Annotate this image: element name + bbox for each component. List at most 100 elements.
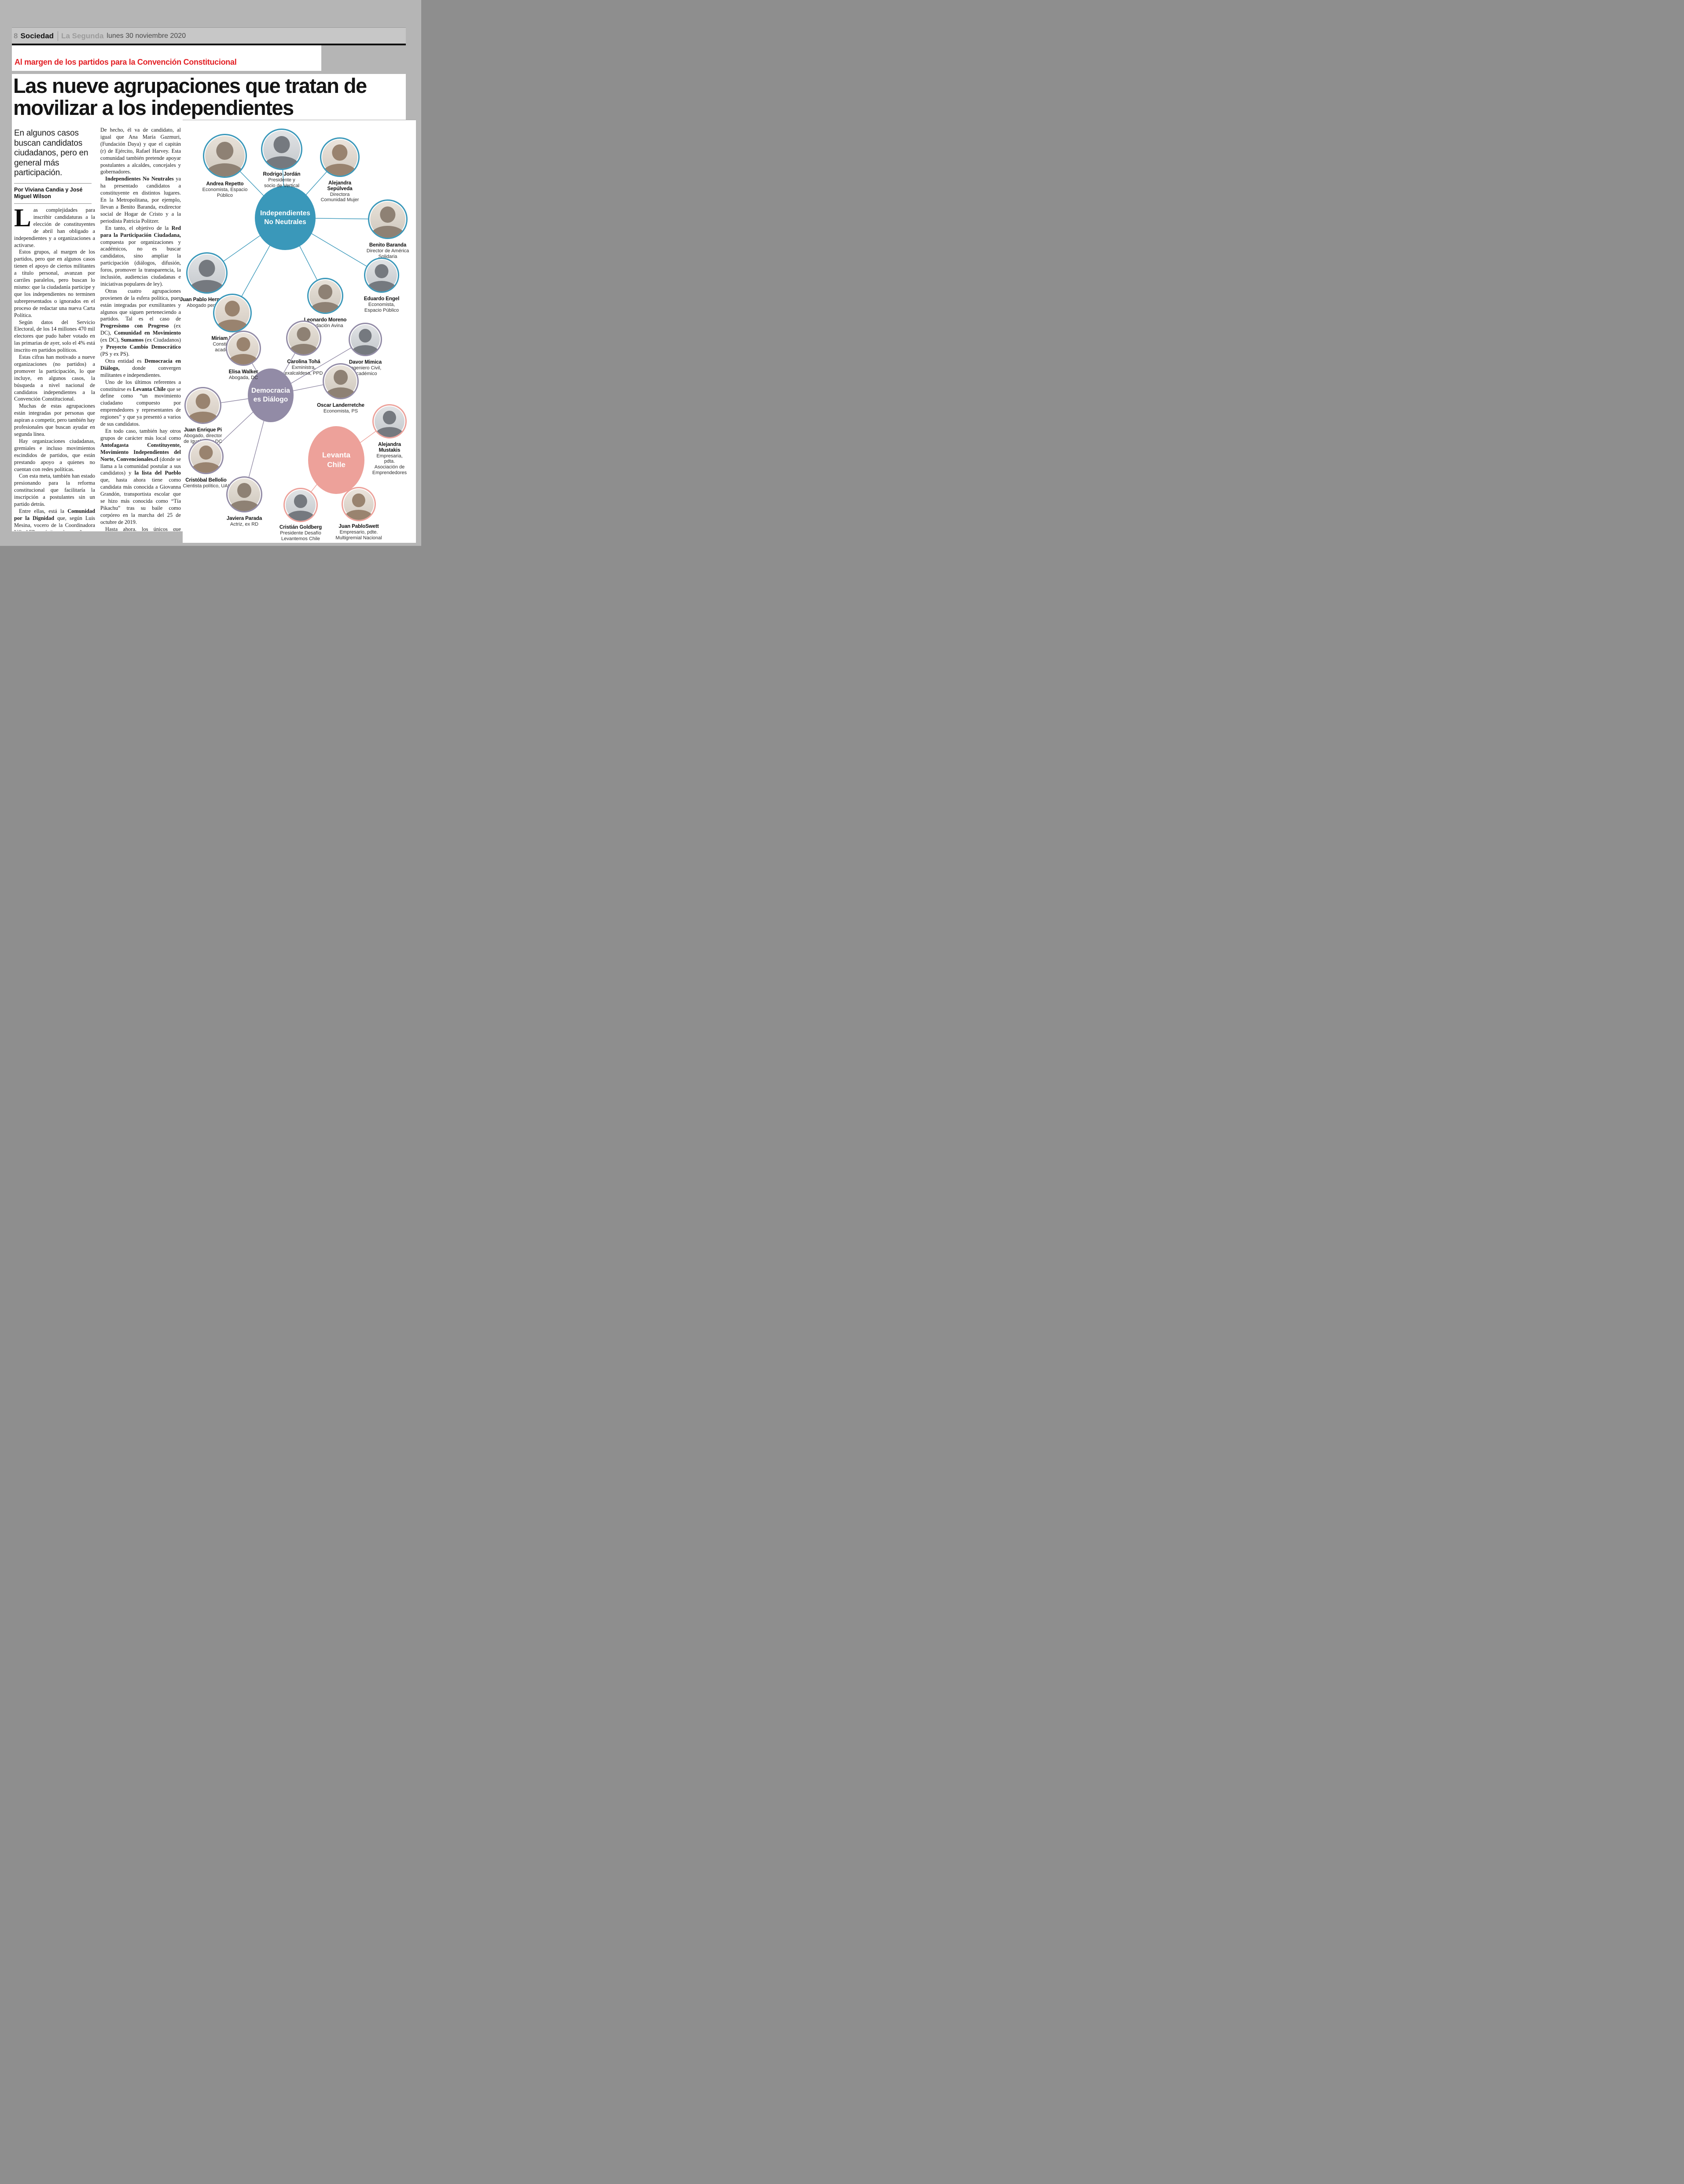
avatar-silhouette	[323, 164, 357, 176]
diagram: Independientes No Neutrales Democracia es D…	[180, 120, 416, 543]
person-photo	[184, 387, 221, 424]
body-paragraph: Con esta meta, también han estado presio…	[14, 473, 95, 508]
page-number: 8	[14, 31, 18, 40]
avatar-silhouette	[273, 136, 290, 153]
avatar-silhouette	[191, 462, 221, 473]
newspaper-name: La Segunda	[61, 31, 104, 40]
person-photo	[226, 476, 262, 512]
headline-box	[12, 74, 406, 119]
avatar-silhouette	[187, 412, 219, 423]
person-photo	[261, 129, 302, 170]
body-paragraph: Entre ellas, está la Comunidad por la Di…	[14, 508, 95, 531]
avatar-silhouette	[199, 445, 213, 460]
kicker-box	[12, 45, 321, 71]
avatar-silhouette	[318, 284, 332, 299]
group-hub-lc: Levanta Chile	[308, 426, 364, 494]
body-paragraph: Según datos del Servicio Electoral, de l…	[14, 319, 95, 354]
avatar-silhouette	[352, 493, 366, 508]
person-photo	[372, 404, 407, 438]
avatar-silhouette	[236, 337, 250, 352]
person-caption: Cristóbal Bellolio Cientista político, UA…	[183, 477, 229, 489]
avatar-silhouette	[380, 206, 396, 223]
person-caption: Javiera Parada Actriz, ex RD	[226, 516, 262, 527]
group-hub-label: No Neutrales	[264, 218, 306, 226]
avatar-silhouette	[288, 344, 319, 354]
body-paragraph: Uno de los últimos referentes a constitu…	[100, 379, 181, 427]
byline: Por Viviana Candia y José Miguel Wilson	[14, 187, 83, 199]
person-photo	[342, 487, 376, 521]
body-paragraph: Independientes No Neutrales ya ha presen…	[100, 176, 181, 224]
person-photo	[368, 199, 408, 239]
group-hub-label: Democracia	[251, 387, 290, 394]
body-paragraph: Muchas de estas agrupaciones están integ…	[14, 403, 95, 437]
headline-line2: movilizar a los independientes	[13, 96, 294, 119]
person-photo	[283, 488, 318, 522]
avatar-silhouette	[310, 302, 341, 313]
group-hub-label: es Diálogo	[253, 396, 288, 403]
avatar-silhouette	[375, 427, 404, 437]
body-paragraph: Estas cifras han motivado a nueve organi…	[14, 354, 95, 402]
article-lede: En algunos casos buscan candidatos ciuda…	[14, 129, 88, 177]
avatar-silhouette	[297, 327, 311, 342]
person-caption: Davor Mimica Ingeniero Civil, académico	[349, 359, 382, 376]
group-hub-label: Chile	[327, 460, 346, 469]
person-caption: Carolina Tohá Exministra, exalcaldesa, PPD	[284, 359, 323, 376]
person-photo	[226, 331, 261, 366]
avatar-silhouette	[375, 264, 389, 279]
avatar-silhouette	[286, 510, 316, 521]
avatar-silhouette	[334, 370, 348, 385]
section-title: Sociedad	[20, 31, 54, 40]
group-hub-ded: Democracia es Diálogo	[248, 368, 294, 422]
newspaper-page: 8 Sociedad La Segunda lunes 30 noviembre…	[0, 0, 421, 546]
body-paragraph: Hay organizaciones ciudadanas, gremiales…	[14, 438, 95, 472]
person-caption: Benito Baranda Director de América Solidar…	[366, 242, 409, 259]
person-caption: Alejandra Mustakis Empresaria, pdta. Asociac…	[372, 442, 407, 475]
article-column-2: De hecho, él va de candidato, al igual q…	[100, 127, 181, 531]
avatar-silhouette	[199, 260, 215, 277]
person-photo	[364, 258, 399, 293]
person-caption: Andrea Repetto Economista, Espacio Público	[202, 181, 248, 198]
avatar-silhouette	[325, 387, 356, 398]
body-paragraph: Hasta ahora, los únicos que optaron por …	[105, 526, 181, 531]
headline: Las nueve agrupaciones que tratan de mov…	[13, 75, 405, 119]
avatar-silhouette	[382, 410, 397, 425]
group-hub-label: Levanta	[322, 450, 351, 459]
avatar-silhouette	[294, 494, 308, 508]
avatar-silhouette	[224, 301, 240, 317]
avatar-silhouette	[371, 226, 405, 238]
group-hub-label: Independientes	[260, 209, 310, 217]
page-header: 8 Sociedad La Segunda lunes 30 noviembre…	[12, 27, 406, 44]
person-photo	[213, 294, 252, 332]
body-paragraph: En tanto, el objetivo de la Red para la …	[100, 225, 181, 287]
avatar-silhouette	[359, 329, 372, 343]
body-paragraph: Otras cuatro agrupaciones provienen de l…	[100, 287, 181, 357]
avatar-silhouette	[264, 156, 300, 169]
issue-date: lunes 30 noviembre 2020	[107, 32, 186, 40]
body-paragraph: Estos grupos, al margen de los partidos,…	[14, 249, 95, 318]
avatar-silhouette	[228, 354, 259, 365]
person-caption: Eduardo Engel Economista, Espacio Público	[364, 296, 400, 313]
group-hub-inn: Independientes No Neutrales	[255, 186, 316, 250]
lede-rule	[14, 183, 92, 184]
person-caption: Elisa Walker Abogada, DC	[228, 369, 258, 380]
byline-rule	[14, 203, 92, 204]
kicker: Al margen de los partidos para la Conven…	[15, 58, 237, 66]
person-photo	[203, 134, 247, 178]
drop-cap: L	[14, 207, 31, 232]
person-caption: Alejandra Sepúlveda Directora Comunidad Muj…	[320, 180, 359, 203]
person-caption: Rodrigo Jordán Presidente y socio de Verti…	[263, 171, 301, 188]
avatar-silhouette	[332, 144, 348, 161]
person-photo	[188, 439, 224, 474]
avatar-silhouette	[195, 394, 210, 409]
person-photo	[286, 320, 321, 356]
avatar-silhouette	[229, 500, 260, 511]
body-paragraph: En todo caso, también hay otros grupos d…	[100, 427, 181, 525]
avatar-silhouette	[216, 142, 234, 160]
headline-line1: Las nueve agrupaciones que tratan de	[13, 74, 367, 97]
body-paragraph: De hecho, él va de candidato, al igual q…	[100, 127, 181, 175]
avatar-silhouette	[366, 281, 397, 291]
person-photo	[349, 323, 382, 356]
person-photo	[320, 137, 360, 177]
person-caption: Oscar Landerretche Economista, PS	[317, 402, 364, 414]
